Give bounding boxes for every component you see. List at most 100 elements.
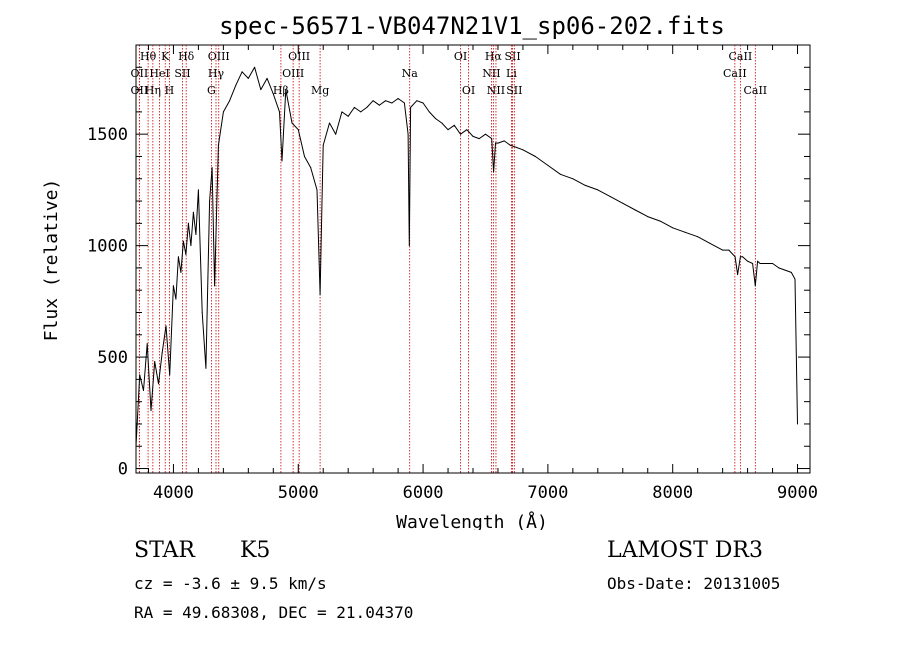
spectrum-point [165, 325, 167, 327]
spectrum-point [403, 102, 405, 104]
spectrum-point [321, 200, 323, 202]
y-tick-label: 0 [118, 460, 128, 480]
spectrum-point [279, 111, 280, 113]
line-marker-label-8: H [165, 84, 175, 97]
spectrum-point [347, 115, 349, 117]
spectrum-point [201, 312, 203, 313]
spectrum-point [728, 249, 730, 251]
spectrum-point [182, 240, 184, 242]
spectrum-point [366, 106, 368, 108]
spectrum-point [447, 129, 449, 131]
x-tick-label: 6000 [403, 483, 444, 503]
spectrum-point [185, 254, 187, 255]
spectrum-point [435, 118, 437, 120]
spectrum-chart: spec-56571-VB047N21V1_sp06-202.fits Flux… [41, 12, 818, 530]
spectrum-point [187, 222, 189, 224]
spectrum-point [158, 383, 159, 385]
spectrum-point [734, 256, 736, 258]
spectrum-point [797, 423, 798, 425]
x-tick-label: 5000 [278, 483, 319, 503]
spectrum-point [422, 102, 424, 104]
spectrum-point [503, 140, 505, 142]
object-subclass: K5 [240, 538, 271, 563]
spectrum-point [790, 271, 792, 273]
spectrum-point [772, 263, 774, 264]
spectrum-point [493, 171, 495, 173]
line-marker-label-7: SII [174, 67, 190, 80]
line-marker-label-4: HeI [149, 67, 169, 80]
spectrum-point [453, 124, 455, 126]
spectrum-point [247, 77, 249, 79]
spectrum-point [584, 184, 586, 186]
spectrum-point [209, 200, 211, 202]
line-marker-label-18: OI [462, 84, 475, 97]
spectrum-point [192, 211, 194, 213]
spectrum-point [534, 156, 536, 157]
spectrum-point [214, 285, 216, 287]
spectrum-point [547, 164, 549, 166]
chart-title: spec-56571-VB047N21V1_sp06-202.fits [219, 12, 725, 40]
spectrum-point [175, 298, 177, 300]
spectrum-point [522, 149, 524, 151]
spectrum-point [397, 98, 399, 99]
y-tick-label: 1500 [87, 125, 128, 145]
spectrum-point [572, 178, 574, 180]
line-marker-label-23: Li [506, 67, 517, 80]
line-marker-label-10: Hγ [208, 67, 225, 80]
spectrum-point [146, 343, 148, 345]
line-marker-label-5: Hη [145, 84, 161, 97]
spectrum-point [466, 129, 468, 131]
spectrum-point [154, 361, 156, 362]
line-marker-label-13: OIII [288, 50, 310, 63]
line-marker-label-15: Mg [311, 84, 329, 97]
spectrum-point [794, 278, 796, 280]
spectrum-point [229, 100, 231, 102]
spectrum-point [778, 267, 780, 269]
spectrum-point [416, 100, 418, 102]
spectrum-point [659, 220, 661, 222]
spectrum-point [672, 227, 674, 229]
spectrum-point [135, 445, 137, 447]
spectrum-point [410, 106, 412, 108]
spectrum-point [742, 256, 744, 258]
spectrum-point [235, 84, 237, 86]
spectrum-point [329, 122, 330, 124]
spectrum-point [709, 242, 711, 244]
spectrum-point [281, 160, 283, 162]
spectrum-point [241, 71, 243, 73]
spectrum-point [378, 104, 380, 106]
spectrum-point [385, 100, 387, 102]
line-marker-label-24: SII [506, 84, 522, 97]
spectrum-point [260, 89, 262, 91]
spectrum-point [428, 111, 430, 113]
spectrum-point [737, 274, 739, 276]
spectrum-point [472, 135, 474, 137]
line-marker-label-2: OII [131, 84, 149, 97]
spectrum-point [747, 260, 749, 262]
x-axis-label: Wavelength (Å) [396, 511, 548, 530]
spectrum-point [222, 111, 224, 113]
spectrum-point [197, 189, 199, 191]
spectrum-point [341, 111, 343, 113]
spectrum-point [597, 189, 599, 191]
spectrum-point [684, 231, 686, 233]
spectrum-point [310, 167, 312, 169]
spectrum-point [291, 122, 293, 124]
spectrum-point [559, 173, 561, 175]
redshift-cz: cz = -3.6 ± 9.5 km/s [134, 574, 327, 593]
line-marker-label-26: CaII [723, 67, 747, 80]
spectrum-point [360, 111, 362, 113]
spectrum-point [757, 260, 759, 262]
object-class: STAR [134, 538, 195, 563]
spectrum-point [407, 133, 409, 135]
spectrum-point [150, 410, 152, 412]
line-marker-label-20: NII [482, 67, 500, 80]
spectrum-point [177, 256, 179, 258]
line-marker-label-6: Hδ [178, 50, 195, 63]
spectrum-point [509, 144, 511, 146]
spectrum-point [266, 77, 268, 79]
spectrum-point [319, 294, 321, 296]
spectrum-point [335, 133, 337, 135]
spectrum-point [304, 156, 305, 157]
line-marker-label-17: OI [454, 50, 467, 63]
